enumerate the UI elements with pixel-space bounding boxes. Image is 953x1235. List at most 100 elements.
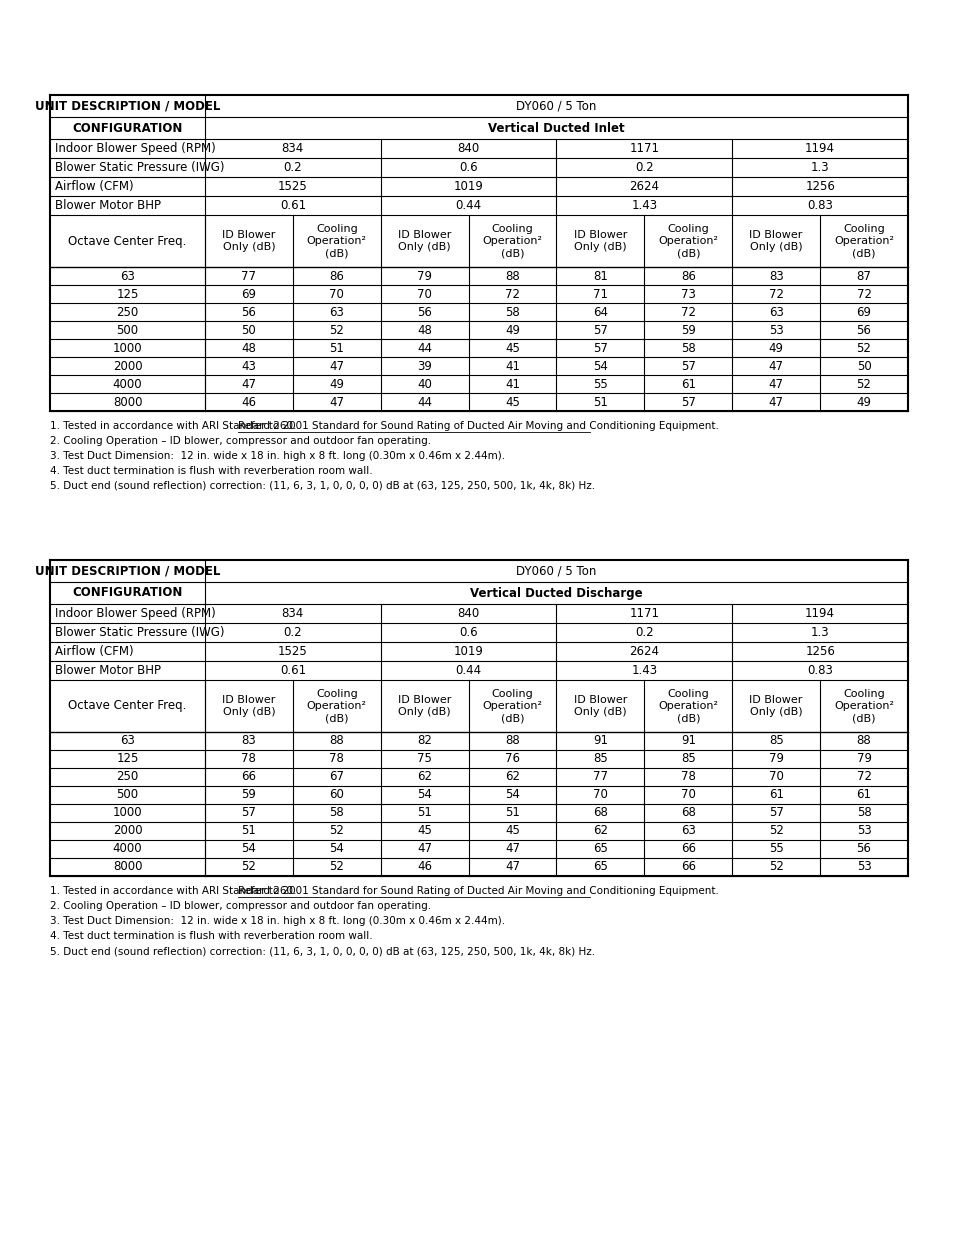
Text: 57: 57 — [593, 324, 607, 336]
Text: Octave Center Freq.: Octave Center Freq. — [69, 699, 187, 713]
Text: 0.83: 0.83 — [806, 199, 832, 212]
Text: 500: 500 — [116, 788, 138, 802]
Text: 39: 39 — [416, 359, 432, 373]
Text: 0.2: 0.2 — [283, 626, 302, 638]
Text: 0.6: 0.6 — [458, 161, 477, 174]
Text: 78: 78 — [329, 752, 344, 766]
Text: 1525: 1525 — [277, 645, 308, 658]
Text: 2000: 2000 — [112, 825, 142, 837]
Text: UNIT DESCRIPTION / MODEL: UNIT DESCRIPTION / MODEL — [34, 100, 220, 112]
Text: 62: 62 — [416, 771, 432, 783]
Text: 91: 91 — [680, 735, 695, 747]
Text: 88: 88 — [856, 735, 870, 747]
Text: 78: 78 — [680, 771, 695, 783]
Text: ID Blower
Only (dB): ID Blower Only (dB) — [749, 230, 802, 252]
Text: 63: 63 — [120, 269, 134, 283]
Text: 56: 56 — [856, 842, 871, 856]
Text: 71: 71 — [593, 288, 607, 300]
Text: 51: 51 — [241, 825, 256, 837]
Text: 47: 47 — [768, 378, 782, 390]
Text: ID Blower
Only (dB): ID Blower Only (dB) — [573, 695, 626, 718]
Text: 834: 834 — [281, 606, 304, 620]
Text: 0.44: 0.44 — [456, 664, 481, 677]
Text: 840: 840 — [457, 142, 479, 156]
Text: 125: 125 — [116, 752, 138, 766]
Text: 53: 53 — [768, 324, 782, 336]
Text: 83: 83 — [768, 269, 782, 283]
Text: Cooling
Operation²
(dB): Cooling Operation² (dB) — [482, 224, 542, 258]
Text: 66: 66 — [241, 771, 256, 783]
Text: 52: 52 — [329, 861, 344, 873]
Text: 0.44: 0.44 — [456, 199, 481, 212]
Text: 61: 61 — [856, 788, 871, 802]
Text: 50: 50 — [241, 324, 256, 336]
Text: Cooling
Operation²
(dB): Cooling Operation² (dB) — [658, 689, 718, 724]
Text: Cooling
Operation²
(dB): Cooling Operation² (dB) — [307, 224, 366, 258]
Text: 0.83: 0.83 — [806, 664, 832, 677]
Text: 59: 59 — [680, 324, 695, 336]
Text: 0.2: 0.2 — [635, 161, 653, 174]
Text: 3. Test Duct Dimension:  12 in. wide x 18 in. high x 8 ft. long (0.30m x 0.46m x: 3. Test Duct Dimension: 12 in. wide x 18… — [50, 451, 504, 461]
Text: 45: 45 — [504, 395, 519, 409]
Text: 58: 58 — [680, 342, 695, 354]
Text: 52: 52 — [856, 378, 871, 390]
Text: 70: 70 — [416, 288, 432, 300]
Text: 51: 51 — [416, 806, 432, 820]
Text: 77: 77 — [593, 771, 607, 783]
Text: 72: 72 — [856, 288, 871, 300]
Text: 250: 250 — [116, 771, 138, 783]
Text: 1000: 1000 — [112, 806, 142, 820]
Text: DY060 / 5 Ton: DY060 / 5 Ton — [516, 100, 596, 112]
Text: 2624: 2624 — [629, 645, 659, 658]
Text: 88: 88 — [505, 269, 519, 283]
Text: 47: 47 — [416, 842, 432, 856]
Text: 65: 65 — [593, 842, 607, 856]
Text: 56: 56 — [416, 305, 432, 319]
Text: 72: 72 — [504, 288, 519, 300]
Text: 56: 56 — [241, 305, 256, 319]
Text: 66: 66 — [680, 842, 695, 856]
Text: 52: 52 — [241, 861, 256, 873]
Text: ID Blower
Only (dB): ID Blower Only (dB) — [222, 695, 275, 718]
Text: Vertical Ducted Inlet: Vertical Ducted Inlet — [488, 121, 624, 135]
Text: 1.43: 1.43 — [631, 664, 657, 677]
Text: 47: 47 — [241, 378, 256, 390]
Text: Cooling
Operation²
(dB): Cooling Operation² (dB) — [307, 689, 366, 724]
Text: 500: 500 — [116, 324, 138, 336]
Text: Cooling
Operation²
(dB): Cooling Operation² (dB) — [658, 224, 718, 258]
Text: 1256: 1256 — [804, 645, 834, 658]
Text: 70: 70 — [768, 771, 782, 783]
Text: 85: 85 — [768, 735, 782, 747]
Text: 4. Test duct termination is flush with reverberation room wall.: 4. Test duct termination is flush with r… — [50, 466, 373, 475]
Text: 48: 48 — [416, 324, 432, 336]
Text: DY060 / 5 Ton: DY060 / 5 Ton — [516, 564, 596, 578]
Text: 834: 834 — [281, 142, 304, 156]
Text: Refer to 2001 Standard for Sound Rating of Ducted Air Moving and Conditioning Eq: Refer to 2001 Standard for Sound Rating … — [237, 885, 719, 897]
Text: 4000: 4000 — [112, 378, 142, 390]
Text: UNIT DESCRIPTION / MODEL: UNIT DESCRIPTION / MODEL — [34, 564, 220, 578]
Text: 1000: 1000 — [112, 342, 142, 354]
Text: 88: 88 — [329, 735, 344, 747]
Text: 250: 250 — [116, 305, 138, 319]
Text: Airflow (CFM): Airflow (CFM) — [55, 645, 133, 658]
Text: 57: 57 — [680, 359, 695, 373]
Text: 4000: 4000 — [112, 842, 142, 856]
Text: 47: 47 — [504, 842, 519, 856]
Text: Octave Center Freq.: Octave Center Freq. — [69, 235, 187, 247]
Text: 54: 54 — [593, 359, 607, 373]
Text: 86: 86 — [680, 269, 695, 283]
Text: Vertical Ducted Discharge: Vertical Ducted Discharge — [470, 587, 642, 599]
Text: 57: 57 — [680, 395, 695, 409]
Text: 58: 58 — [856, 806, 870, 820]
Text: Blower Motor BHP: Blower Motor BHP — [55, 199, 161, 212]
Text: 3. Test Duct Dimension:  12 in. wide x 18 in. high x 8 ft. long (0.30m x 0.46m x: 3. Test Duct Dimension: 12 in. wide x 18… — [50, 916, 504, 926]
Text: Refer to 2001 Standard for Sound Rating of Ducted Air Moving and Conditioning Eq: Refer to 2001 Standard for Sound Rating … — [237, 421, 719, 431]
Text: 47: 47 — [329, 359, 344, 373]
Text: 1.3: 1.3 — [810, 161, 828, 174]
Text: 0.2: 0.2 — [635, 626, 653, 638]
Text: 4. Test duct termination is flush with reverberation room wall.: 4. Test duct termination is flush with r… — [50, 931, 373, 941]
Text: 55: 55 — [593, 378, 607, 390]
Text: 58: 58 — [329, 806, 344, 820]
Text: CONFIGURATION: CONFIGURATION — [72, 587, 182, 599]
Text: 73: 73 — [680, 288, 695, 300]
